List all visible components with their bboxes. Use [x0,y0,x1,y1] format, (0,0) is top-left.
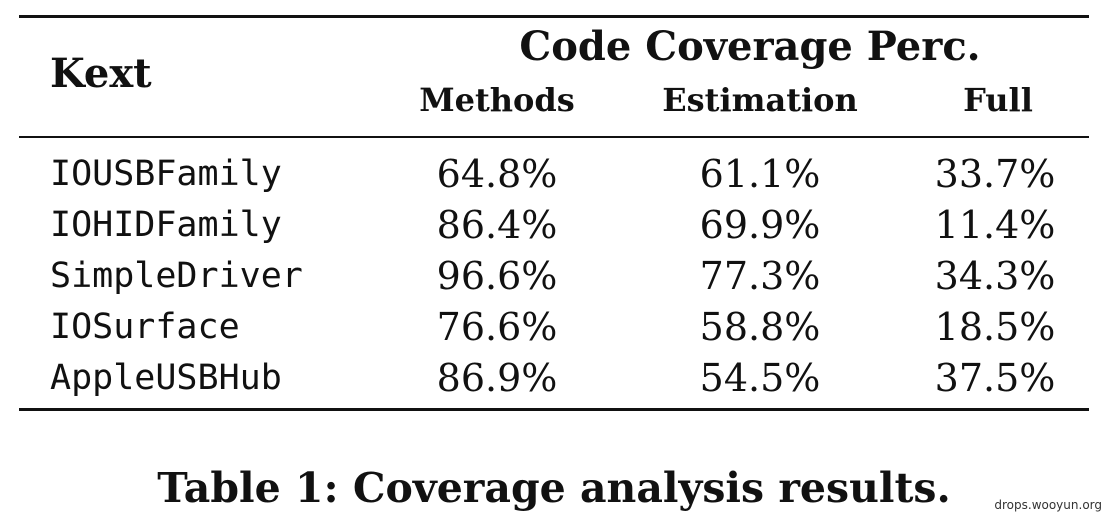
cell-full: 34.3% [934,254,1056,298]
cell-estimation: 58.8% [699,305,821,349]
cell-estimation: 77.3% [699,254,821,298]
watermark: drops.wooyun.org [994,498,1102,512]
cell-full: 11.4% [934,203,1056,247]
cell-methods: 76.6% [436,305,558,349]
header-kext: Kext [50,50,152,97]
cell-estimation: 54.5% [699,356,821,400]
cell-full: 33.7% [934,152,1056,196]
table-top-rule [19,15,1089,18]
header-methods: Methods [419,81,575,119]
table-caption: Table 1: Coverage analysis results. [157,464,951,512]
cell-kext: AppleUSBHub [50,358,282,398]
cell-kext: IOSurface [50,307,240,347]
cell-methods: 86.4% [436,203,558,247]
cell-estimation: 69.9% [699,203,821,247]
table-row: IOHIDFamily 86.4% 69.9% 11.4% [0,200,1108,251]
cell-full: 37.5% [934,356,1056,400]
header-estimation: Estimation [662,81,858,119]
cell-methods: 96.6% [436,254,558,298]
cell-estimation: 61.1% [699,152,821,196]
cell-kext: IOUSBFamily [50,154,282,194]
cell-methods: 64.8% [436,152,558,196]
header-code-coverage: Code Coverage Perc. [519,23,981,70]
cell-methods: 86.9% [436,356,558,400]
table-row: IOUSBFamily 64.8% 61.1% 33.7% [0,149,1108,200]
cell-kext: IOHIDFamily [50,205,282,245]
table-row: IOSurface 76.6% 58.8% 18.5% [0,302,1108,353]
table-row: AppleUSBHub 86.9% 54.5% 37.5% [0,353,1108,404]
header-full: Full [963,81,1033,119]
table-body: IOUSBFamily 64.8% 61.1% 33.7% IOHIDFamil… [0,149,1108,404]
cell-kext: SimpleDriver [50,256,303,296]
cell-full: 18.5% [934,305,1056,349]
table-bottom-rule [19,408,1089,411]
table-row: SimpleDriver 96.6% 77.3% 34.3% [0,251,1108,302]
table-header-rule [19,136,1089,138]
